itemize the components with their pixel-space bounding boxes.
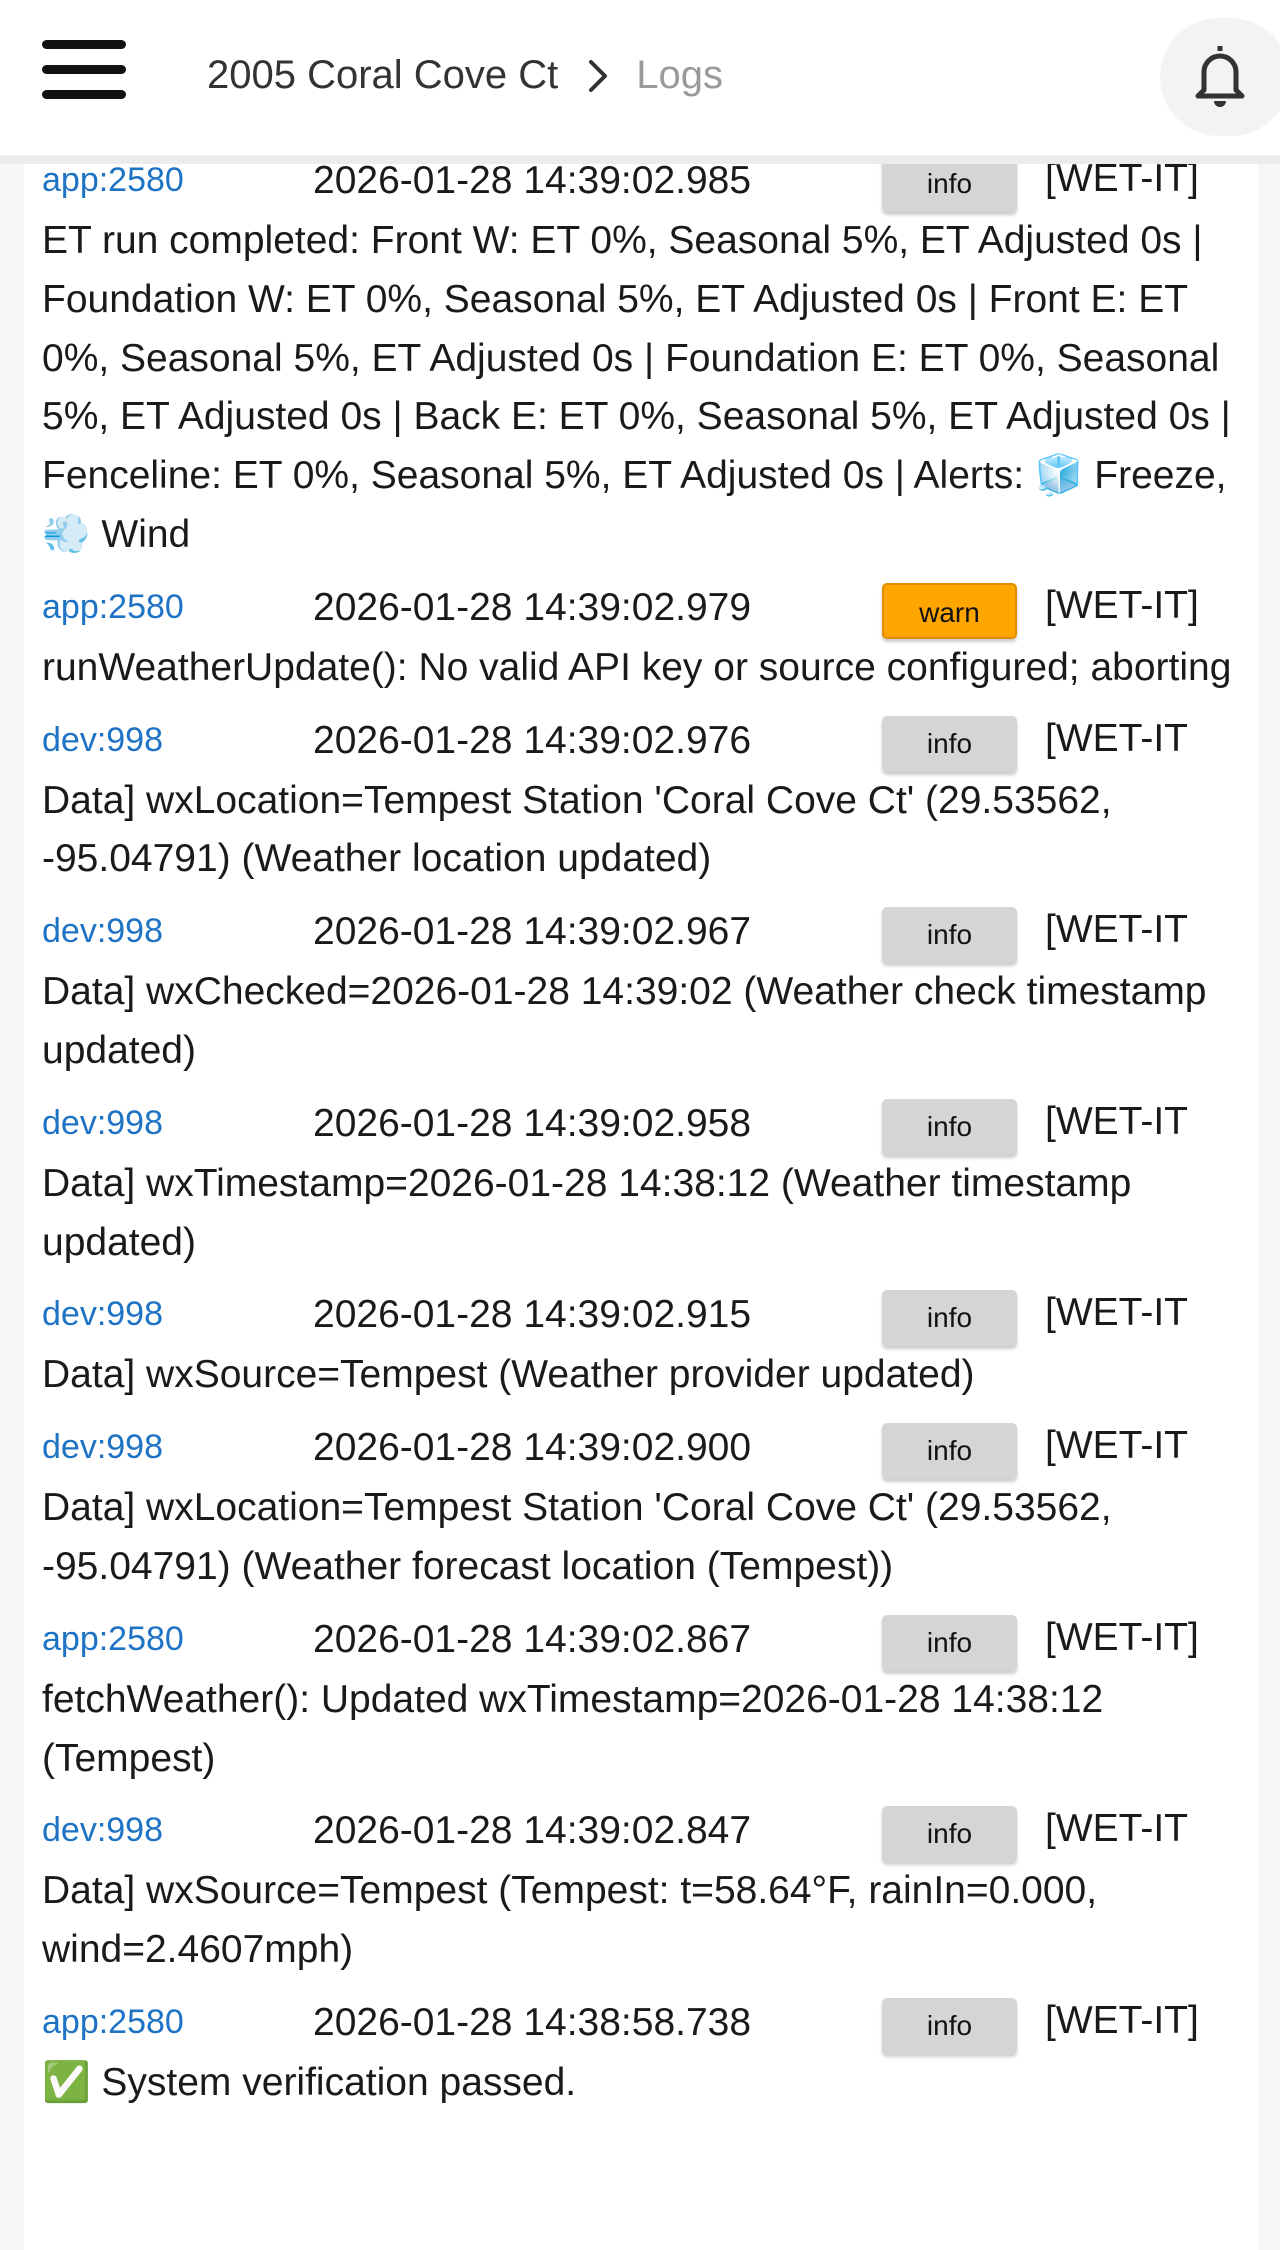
log-source-link[interactable]: dev:998 bbox=[42, 912, 163, 951]
log-message: [WET-IT Data] wxSource=Tempest (Weather … bbox=[42, 1291, 1188, 1397]
log-entry: dev:998 2026-01-28 14:39:02.900 info [WET-I… bbox=[42, 1417, 1247, 1609]
log-level-badge: info bbox=[882, 1614, 1017, 1671]
hamburger-icon bbox=[42, 65, 126, 74]
top-app-bar: 2005 Coral Cove Ct Logs bbox=[0, 0, 1280, 164]
log-source-link[interactable]: dev:998 bbox=[42, 1811, 163, 1850]
log-message: [WET-IT Data] wxLocation=Tempest Station… bbox=[42, 716, 1188, 881]
log-timestamp: 2026-01-28 14:39:02.967 bbox=[313, 910, 752, 954]
hamburger-icon bbox=[42, 90, 126, 99]
log-level-badge: info bbox=[882, 1290, 1017, 1347]
log-timestamp: 2026-01-28 14:39:02.900 bbox=[313, 1426, 752, 1470]
log-timestamp: 2026-01-28 14:39:02.976 bbox=[313, 718, 752, 762]
log-message: [WET-IT] ET run completed: Front W: ET 0… bbox=[42, 157, 1231, 556]
log-level-badge: info bbox=[882, 907, 1017, 964]
log-source-link[interactable]: dev:998 bbox=[42, 1428, 163, 1467]
log-entry: dev:998 2026-01-28 14:39:02.847 info [WET-I… bbox=[42, 1800, 1247, 1992]
hamburger-icon bbox=[42, 40, 126, 49]
log-timestamp: 2026-01-28 14:39:02.958 bbox=[313, 1101, 752, 1145]
menu-button[interactable] bbox=[42, 40, 126, 100]
bell-icon bbox=[1195, 46, 1245, 107]
notifications-button[interactable] bbox=[1160, 18, 1280, 136]
log-message: [WET-IT Data] wxLocation=Tempest Station… bbox=[42, 1424, 1188, 1588]
log-source-link[interactable]: app:2580 bbox=[42, 587, 184, 626]
log-timestamp: 2026-01-28 14:39:02.979 bbox=[313, 585, 752, 629]
breadcrumb: 2005 Coral Cove Ct Logs bbox=[207, 50, 723, 100]
log-level-badge: info bbox=[882, 1806, 1017, 1863]
log-entry: dev:998 2026-01-28 14:39:02.915 info [WET-I… bbox=[42, 1284, 1247, 1417]
log-entry: app:2580 2026-01-28 14:38:58.738 info [WET-… bbox=[42, 1992, 1247, 2125]
log-source-link[interactable]: app:2580 bbox=[42, 161, 184, 199]
log-message: [WET-IT] fetchWeather(): Updated wxTimes… bbox=[42, 1615, 1199, 1780]
log-message: [WET-IT] ✅ System verification passed. bbox=[42, 1998, 1199, 2104]
log-timestamp: 2026-01-28 14:38:58.738 bbox=[313, 2000, 752, 2044]
log-level-badge: info bbox=[882, 715, 1017, 772]
log-source-link[interactable]: app:2580 bbox=[42, 2002, 184, 2041]
breadcrumb-location[interactable]: 2005 Coral Cove Ct bbox=[207, 53, 559, 97]
breadcrumb-current: Logs bbox=[636, 53, 724, 97]
log-level-badge: info bbox=[882, 1997, 1017, 2054]
log-level-badge: info bbox=[882, 1423, 1017, 1480]
log-entry: app:2580 2026-01-28 14:39:02.979 warn [WET-… bbox=[42, 577, 1247, 710]
log-entry: dev:998 2026-01-28 14:39:02.958 info [WET-I… bbox=[42, 1093, 1247, 1285]
log-entry: app:2580 2026-01-28 14:39:02.985 info [WET-… bbox=[42, 150, 1247, 577]
log-message: [WET-IT Data] wxChecked=2026-01-28 14:39… bbox=[42, 908, 1207, 1072]
log-message: [WET-IT] runWeatherUpdate(): No valid AP… bbox=[42, 583, 1232, 689]
log-list: app:2580 2026-01-28 14:39:02.985 info [WET-… bbox=[24, 150, 1258, 2250]
log-source-link[interactable]: app:2580 bbox=[42, 1619, 184, 1658]
log-source-link[interactable]: dev:998 bbox=[42, 1103, 163, 1142]
log-level-badge: info bbox=[882, 156, 1017, 212]
log-message: [WET-IT Data] wxTimestamp=2026-01-28 14:… bbox=[42, 1099, 1188, 1264]
chevron-right-icon bbox=[586, 50, 612, 100]
log-timestamp: 2026-01-28 14:39:02.915 bbox=[313, 1293, 752, 1337]
log-source-link[interactable]: dev:998 bbox=[42, 1295, 163, 1334]
log-source-link[interactable]: dev:998 bbox=[42, 720, 163, 759]
log-level-badge: info bbox=[882, 1098, 1017, 1155]
log-level-badge: warn bbox=[882, 582, 1017, 639]
log-entry: dev:998 2026-01-28 14:39:02.976 info [WET-I… bbox=[42, 710, 1247, 902]
log-timestamp: 2026-01-28 14:39:02.867 bbox=[313, 1617, 752, 1661]
log-entry: app:2580 2026-01-28 14:39:02.867 info [WET-… bbox=[42, 1609, 1247, 1801]
log-entry: dev:998 2026-01-28 14:39:02.967 info [WET-I… bbox=[42, 901, 1247, 1093]
log-message: [WET-IT Data] wxSource=Tempest (Tempest:… bbox=[42, 1807, 1188, 1972]
log-timestamp: 2026-01-28 14:39:02.847 bbox=[313, 1809, 752, 1853]
log-timestamp: 2026-01-28 14:39:02.985 bbox=[313, 159, 752, 202]
